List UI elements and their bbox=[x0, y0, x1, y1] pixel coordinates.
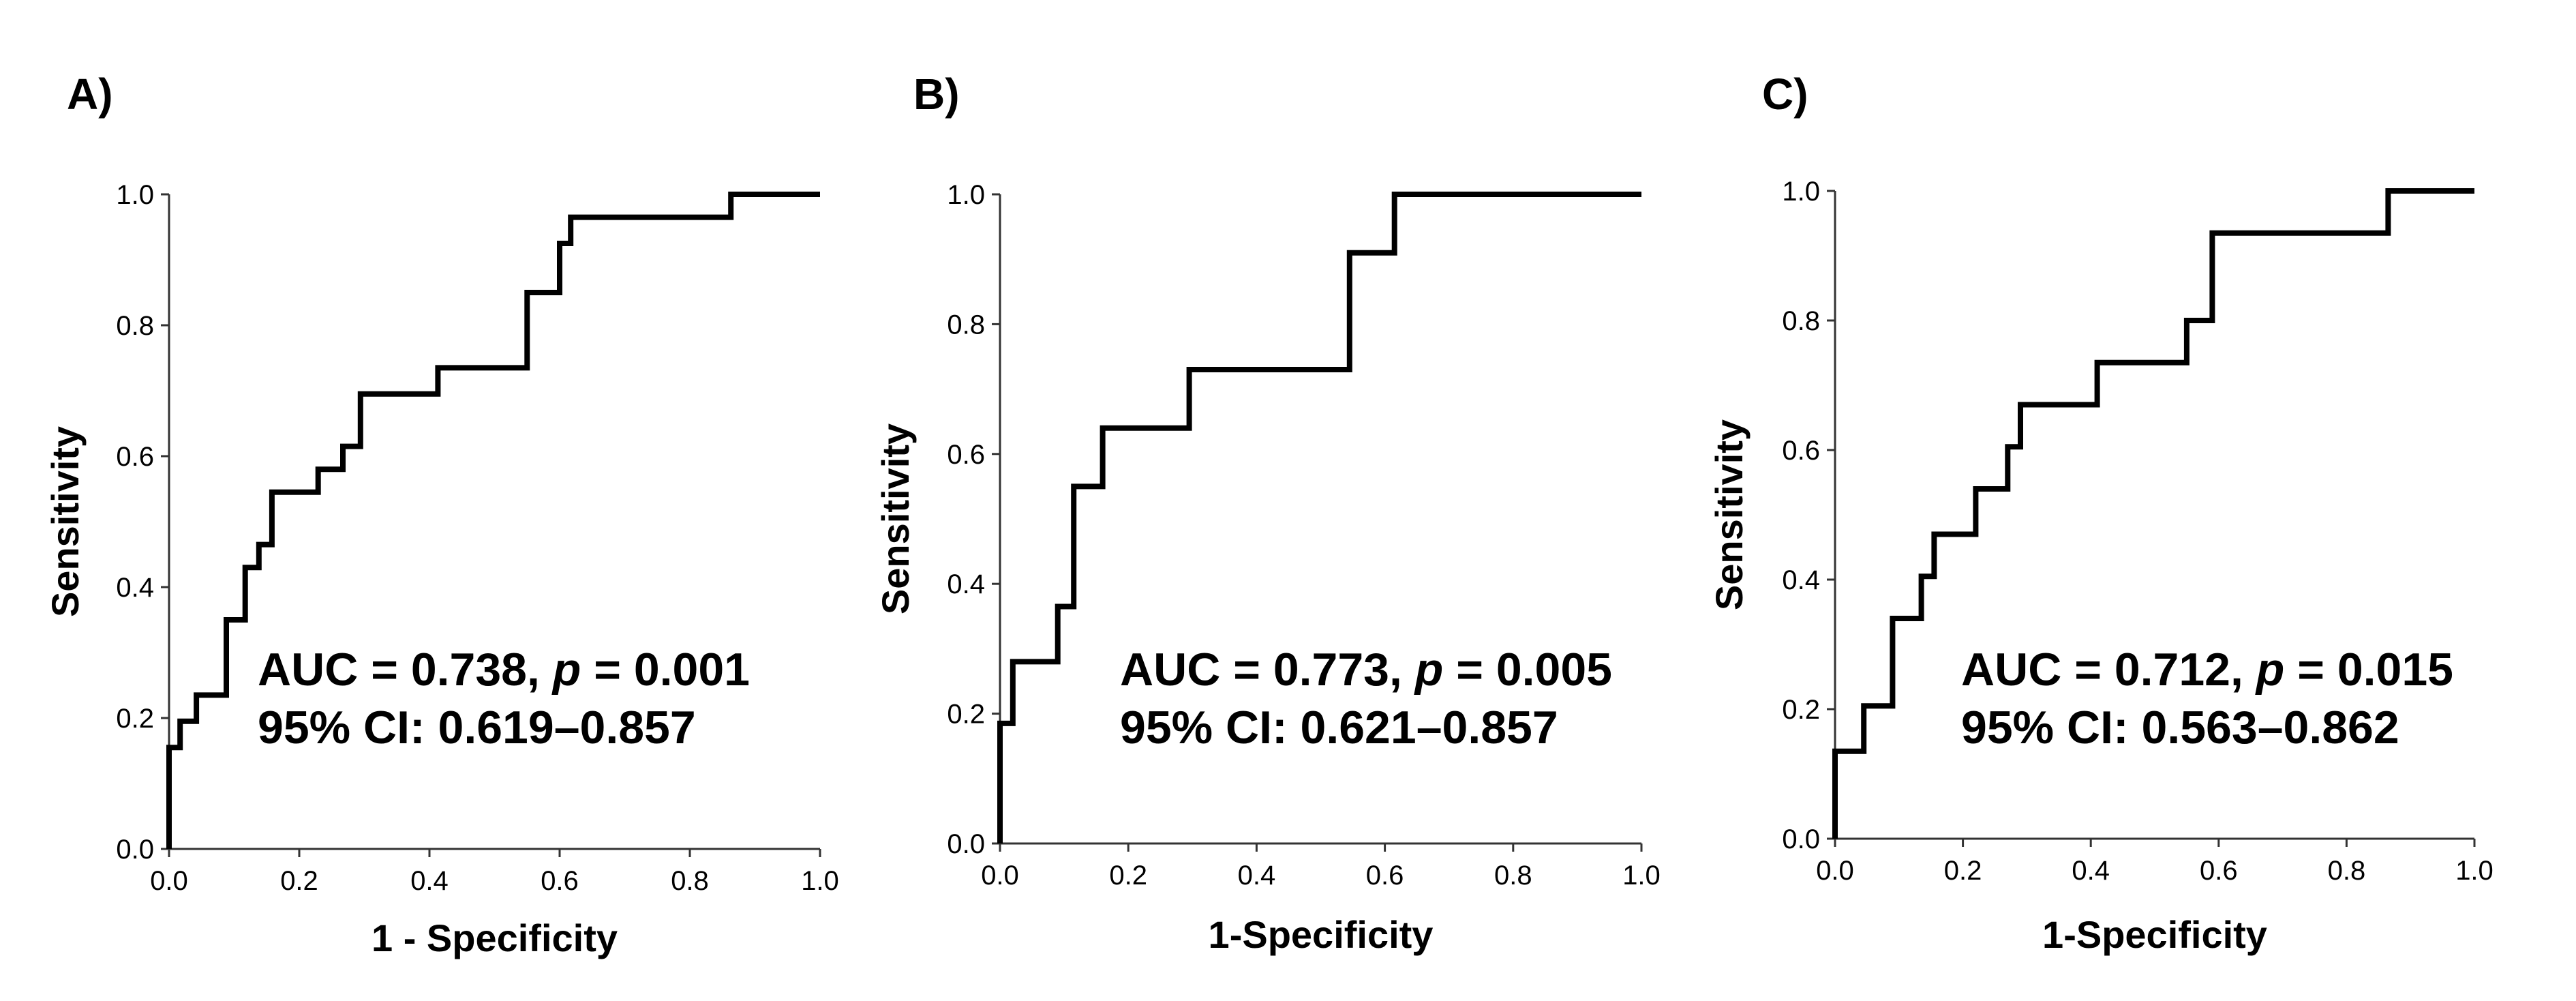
x-tick-label: 0.6 bbox=[2200, 856, 2238, 886]
roc-curve bbox=[997, 192, 1641, 843]
y-tick-label: 1.0 bbox=[116, 180, 154, 210]
panel-label: B) bbox=[913, 70, 960, 119]
ci-annotation: 95% CI: 0.621–0.857 bbox=[1120, 702, 1558, 753]
y-tick-label: 0.2 bbox=[1782, 695, 1820, 725]
y-tick-label: 1.0 bbox=[1782, 177, 1820, 207]
x-tick-label: 0.0 bbox=[981, 861, 1019, 891]
y-tick-label: 0.0 bbox=[947, 829, 985, 859]
y-axis-title: Sensitivity bbox=[874, 423, 917, 614]
roc-panel-a: A) 0.0 0.2 0.4 0.6 0.8 1.0 0.0 0.2 0.4 0.6 0.8 1.0 Se… bbox=[44, 70, 839, 959]
auc-text-post: = 0.001 bbox=[581, 644, 750, 696]
ci-annotation: 95% CI: 0.619–0.857 bbox=[258, 702, 696, 753]
roc-curve bbox=[1832, 188, 2474, 839]
x-tick-label: 0.6 bbox=[541, 866, 579, 896]
x-tick-label: 0.6 bbox=[1366, 861, 1404, 891]
auc-annotation: AUC = 0.773, p = 0.005 bbox=[1120, 644, 1612, 696]
x-tick-label: 0.0 bbox=[150, 866, 188, 896]
x-tick-label: 1.0 bbox=[1622, 861, 1661, 891]
y-tick-label: 0.8 bbox=[116, 311, 154, 341]
x-tick-label: 0.4 bbox=[2072, 856, 2110, 886]
x-axis-title: 1-Specificity bbox=[2042, 913, 2267, 956]
x-tick-label: 0.8 bbox=[2328, 856, 2366, 886]
x-axis-title: 1 - Specificity bbox=[372, 916, 618, 959]
x-tick-label: 1.0 bbox=[2455, 856, 2494, 886]
auc-annotation: AUC = 0.712, p = 0.015 bbox=[1961, 644, 2453, 696]
auc-text-pre: AUC = 0.773, bbox=[1120, 644, 1415, 696]
y-tick-label: 0.6 bbox=[116, 442, 154, 472]
roc-curve bbox=[166, 192, 820, 849]
p-symbol: p bbox=[551, 644, 581, 696]
y-tick-label: 0.6 bbox=[947, 440, 985, 470]
x-tick-label: 0.8 bbox=[671, 866, 709, 896]
y-tick-label: 0.4 bbox=[1782, 565, 1820, 595]
p-symbol: p bbox=[1414, 644, 1444, 696]
panel-label: A) bbox=[67, 70, 113, 119]
auc-text-pre: AUC = 0.712, bbox=[1961, 644, 2256, 696]
y-tick-label: 0.2 bbox=[116, 704, 154, 734]
p-symbol: p bbox=[2255, 644, 2285, 696]
y-tick-label: 0.0 bbox=[1782, 824, 1820, 854]
roc-panel-c: C) 0.0 0.2 0.4 0.6 0.8 1.0 0.0 0.2 0.4 0.6 0.8 1.0 Se… bbox=[1708, 70, 2494, 956]
y-tick-label: 0.2 bbox=[947, 700, 985, 730]
x-tick-label: 0.4 bbox=[1238, 861, 1276, 891]
x-tick-label: 0.0 bbox=[1816, 856, 1854, 886]
roc-panel-b: B) 0.0 0.2 0.4 0.6 0.8 1.0 0.0 0.2 0.4 0.6 0.8 1.0 Se… bbox=[874, 70, 1661, 956]
y-tick-label: 0.8 bbox=[1782, 306, 1820, 336]
y-tick-label: 0.6 bbox=[1782, 436, 1820, 466]
y-tick-label: 1.0 bbox=[947, 180, 985, 210]
x-tick-label: 0.2 bbox=[280, 866, 318, 896]
auc-text-post: = 0.005 bbox=[1443, 644, 1612, 696]
x-axis-title: 1-Specificity bbox=[1209, 913, 1434, 956]
auc-annotation: AUC = 0.738, p = 0.001 bbox=[258, 644, 750, 696]
auc-text-pre: AUC = 0.738, bbox=[258, 644, 553, 696]
y-tick-label: 0.0 bbox=[116, 835, 154, 865]
x-tick-label: 0.8 bbox=[1494, 861, 1532, 891]
x-tick-label: 0.2 bbox=[1109, 861, 1147, 891]
ci-annotation: 95% CI: 0.563–0.862 bbox=[1961, 702, 2399, 753]
y-tick-label: 0.8 bbox=[947, 310, 985, 340]
x-tick-label: 1.0 bbox=[801, 866, 839, 896]
x-tick-label: 0.4 bbox=[410, 866, 449, 896]
y-tick-label: 0.4 bbox=[116, 573, 154, 603]
y-tick-label: 0.4 bbox=[947, 569, 985, 599]
panel-label: C) bbox=[1762, 70, 1808, 119]
y-axis-title: Sensitivity bbox=[1708, 419, 1751, 610]
y-axis-title: Sensitivity bbox=[44, 426, 87, 617]
auc-text-post: = 0.015 bbox=[2284, 644, 2453, 696]
x-tick-label: 0.2 bbox=[1944, 856, 1982, 886]
